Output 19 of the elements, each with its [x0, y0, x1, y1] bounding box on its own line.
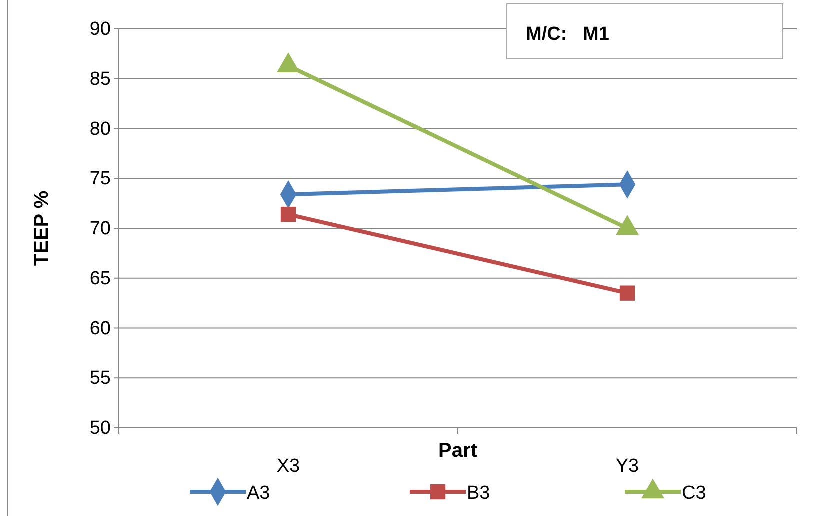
y-tick-label: 65 — [90, 268, 111, 290]
y-tick-label: 55 — [90, 368, 111, 390]
y-tick-label: 50 — [90, 418, 111, 440]
y-tick-label: 70 — [90, 218, 111, 240]
x-tick-label: X3 — [276, 456, 300, 477]
legend-label: B3 — [467, 483, 490, 504]
x-tick-label: Y3 — [616, 456, 640, 477]
x-axis-title: Part — [438, 440, 478, 462]
y-tick-label: 90 — [90, 19, 111, 40]
legend-label: A3 — [247, 483, 270, 504]
y-tick-label: 60 — [90, 318, 111, 340]
legend-label: C3 — [682, 483, 706, 504]
point — [620, 286, 636, 301]
y-axis-title: TEEP % — [31, 190, 53, 266]
y-tick-label: 85 — [90, 68, 111, 90]
y-tick-label: 80 — [90, 118, 111, 140]
y-tick-label: 75 — [90, 168, 111, 190]
point — [280, 206, 296, 222]
annotation: M/C: M1 — [526, 24, 610, 45]
